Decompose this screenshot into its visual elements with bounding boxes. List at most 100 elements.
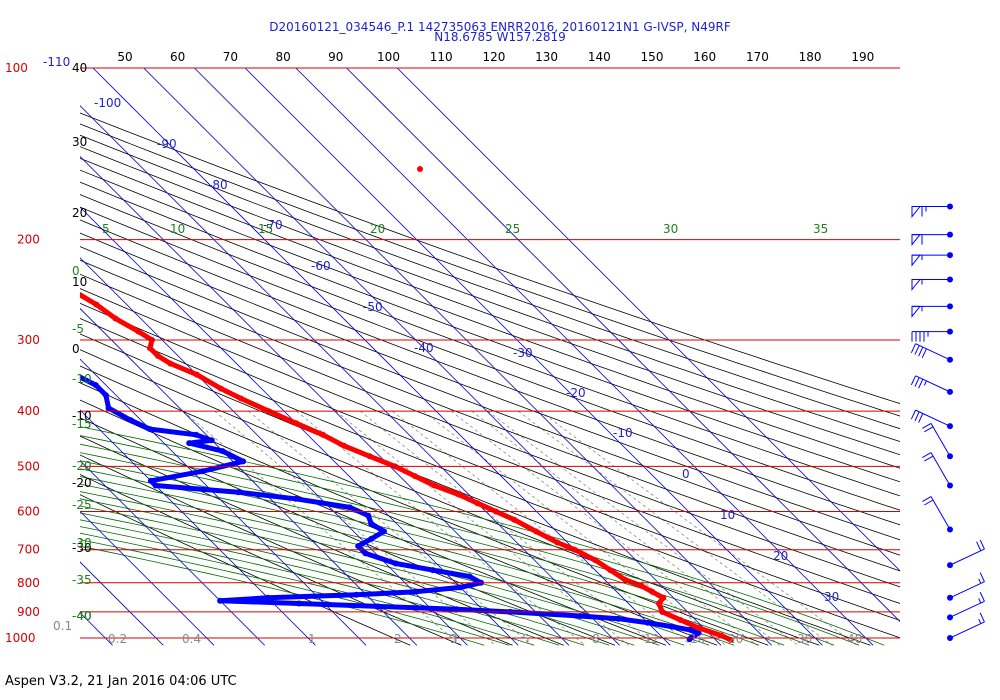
mixing-ratio-label: 0.2 [108, 632, 127, 646]
wind-barb-pennant [911, 279, 922, 291]
wind-barb-pennant [911, 234, 922, 247]
wind-barb-flag [976, 541, 982, 551]
isotherm-label: 20 [773, 549, 788, 563]
isotherm [80, 206, 519, 646]
moist-adiabat [80, 443, 835, 646]
wind-barb-shaft [915, 409, 951, 427]
dewpoint-point [355, 543, 362, 550]
temperature-point [533, 528, 540, 535]
isotherm [244, 68, 823, 646]
isotherm-label: 30 [824, 590, 839, 604]
wind-barb-shaft [915, 375, 951, 393]
isotherm-label: -40 [414, 341, 434, 355]
temperature-point [293, 420, 300, 427]
mixing-ratio-label: 8 [592, 632, 600, 646]
isotherm-label: -60 [311, 259, 331, 273]
wind-barb-flag [918, 346, 924, 357]
wind-barb-flag [979, 572, 985, 582]
footer-version: Aspen V3.2, 21 Jan 2016 04:06 UTC [5, 674, 237, 689]
wind-barb [922, 422, 953, 460]
moist-adiabat-label: 10 [170, 222, 185, 236]
top-axis-tick-label: 130 [535, 50, 558, 64]
wind-barb-pennant [911, 254, 922, 267]
temperature-point [135, 328, 142, 335]
isotherm [80, 358, 367, 646]
top-axis-tick-label: 50 [117, 50, 132, 64]
top-corner-label: -110 [43, 55, 70, 69]
wind-barb [911, 328, 953, 342]
top-axis-tick-label: 90 [328, 50, 343, 64]
isotherm [80, 105, 620, 646]
altitude-label: -20 [72, 476, 92, 490]
dry-adiabat [80, 219, 900, 526]
dewpoint-point [365, 512, 372, 519]
isotherm [0, 68, 62, 645]
mixing-ratio-label: 0.1 [53, 619, 72, 633]
dewpoint-point [368, 520, 375, 527]
moist-adiabat-label: 25 [505, 222, 520, 236]
dry-adiabat [80, 302, 900, 621]
mixing-ratio-line [214, 410, 496, 646]
wind-barb-flag [922, 422, 932, 429]
dewpoint-point [687, 626, 694, 633]
dry-adiabat [80, 232, 900, 541]
dewpoint-point [199, 468, 206, 475]
mixing-ratio-label: 16 [690, 632, 705, 646]
dewpoint-point [457, 584, 464, 591]
temperature-point [154, 352, 161, 359]
isotherm-label: -10 [613, 426, 633, 440]
top-axis-tick-label: 190 [851, 50, 874, 64]
dewpoint-point [453, 606, 460, 613]
mixing-ratio-line [471, 410, 781, 646]
wind-barb-half-flag [923, 380, 927, 386]
wind-barb [922, 452, 953, 489]
temperature-point [411, 473, 418, 480]
wind-barb-flag [979, 592, 985, 602]
moist-adiabat-label: 20 [370, 222, 385, 236]
temperature-point [660, 594, 667, 601]
temperature-point [193, 371, 200, 378]
moist-adiabat-left-label: 0 [72, 264, 80, 278]
moist-adiabat [80, 526, 560, 646]
temperature-point [217, 385, 224, 392]
pressure-label: 100 [5, 61, 28, 75]
wind-barb-shaft [949, 600, 985, 618]
dewpoint-point [193, 431, 200, 438]
dewpoint-point [208, 437, 215, 444]
wind-barb-flag [910, 375, 917, 386]
dewpoint-point [102, 392, 109, 399]
temperature-point [621, 576, 628, 583]
pressure-label: 700 [17, 543, 40, 557]
dewpoint-line [80, 374, 702, 642]
dry-adiabat [80, 273, 900, 588]
isotherm-label: 10 [720, 508, 735, 522]
wind-barb-flag [918, 413, 924, 423]
moist-adiabat-left-label: -5 [72, 322, 84, 336]
dewpoint-point [147, 477, 154, 484]
altitude-label: -30 [72, 541, 92, 555]
moist-adiabat-left-label: -20 [72, 459, 92, 473]
wind-barb-flag [922, 496, 932, 502]
temperature-point [607, 567, 614, 574]
pressure-label: 200 [17, 233, 40, 247]
dewpoint-point [92, 382, 99, 389]
top-axis-tick-label: 150 [641, 50, 664, 64]
isotherm-label: -80 [208, 178, 228, 192]
isotherm-label: -100 [94, 96, 121, 110]
altitude-label: -40 [72, 609, 92, 623]
temperature-point [147, 345, 153, 352]
wind-barb [947, 572, 985, 601]
isotherm-label: 0 [682, 467, 690, 481]
wind-barb [911, 276, 953, 291]
temperature-point [238, 395, 244, 402]
wind-barb-flag [922, 452, 932, 458]
pressure-label: 900 [17, 605, 40, 619]
dry-adiabat [80, 146, 900, 442]
moist-adiabat [80, 468, 760, 646]
dewpoint-point [429, 567, 436, 574]
moist-adiabat [80, 491, 685, 646]
dry-adiabat [80, 259, 900, 572]
dewpoint-point [240, 458, 247, 465]
dry-adiabat [80, 435, 564, 646]
altitude-label: 10 [72, 275, 87, 289]
